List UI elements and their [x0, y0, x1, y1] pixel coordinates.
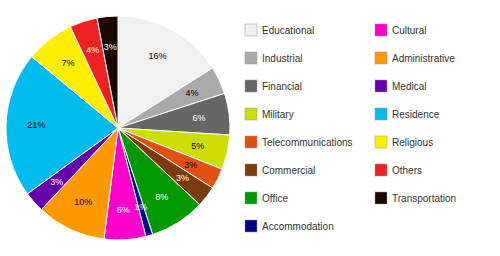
legend-swatch — [245, 24, 257, 36]
legend-item: Accommodation — [245, 220, 334, 232]
legend-label: Others — [392, 165, 422, 176]
data-label: 3% — [184, 160, 197, 170]
legend-label: Telecommunications — [262, 137, 353, 148]
legend-swatch — [245, 192, 257, 204]
legend-item: Religious — [375, 136, 433, 148]
legend-item: Transportation — [375, 192, 456, 204]
data-label: 16% — [148, 51, 166, 61]
legend-swatch — [375, 136, 387, 148]
legend-swatch — [245, 80, 257, 92]
legend-label: Administrative — [392, 53, 455, 64]
data-label: 8% — [155, 192, 168, 202]
legend-item: Others — [375, 164, 422, 176]
legend-item: Industrial — [245, 52, 303, 64]
legend-item: Military — [245, 108, 294, 120]
legend-swatch — [245, 108, 257, 120]
legend-item: Office — [245, 192, 288, 204]
legend-item: Commercial — [245, 164, 315, 176]
pie-slice — [97, 16, 118, 128]
legend-label: Religious — [392, 137, 433, 148]
legend-label: Military — [262, 109, 294, 120]
legend-swatch — [375, 80, 387, 92]
legend-swatch — [375, 192, 387, 204]
data-label: 3% — [50, 177, 63, 187]
chart: 16% 4% 6% 5% 3% 3% 8% 1% 6% 10% 3% 21% 7% 4% 3% Educati… — [0, 0, 500, 256]
legend-label: Commercial — [262, 165, 315, 176]
data-label: 4% — [86, 45, 99, 55]
data-label: 3% — [176, 173, 189, 183]
legend-item: Financial — [245, 80, 302, 92]
legend-label: Financial — [262, 81, 302, 92]
data-label: 6% — [193, 113, 206, 123]
legend-swatch — [245, 52, 257, 64]
legend-label: Residence — [392, 109, 440, 120]
legend-swatch — [245, 164, 257, 176]
legend-label: Cultural — [392, 25, 426, 36]
pie — [6, 16, 230, 240]
legend-item: Cultural — [375, 24, 426, 36]
data-label: 3% — [104, 42, 117, 52]
legend-label: Transportation — [392, 193, 456, 204]
data-label: 21% — [27, 120, 45, 130]
data-label: 10% — [74, 197, 92, 207]
legend-label: Industrial — [262, 53, 303, 64]
legend: Educational Industrial Financial Military Te… — [245, 24, 456, 232]
legend-swatch — [375, 164, 387, 176]
legend-swatch — [375, 108, 387, 120]
legend-item: Administrative — [375, 52, 455, 64]
legend-swatch — [245, 220, 257, 232]
legend-item: Telecommunications — [245, 136, 353, 148]
legend-swatch — [375, 24, 387, 36]
data-labels: 16% 4% 6% 5% 3% 3% 8% 1% 6% 10% 3% 21% 7% 4% 3% — [27, 42, 205, 215]
legend-label: Medical — [392, 81, 426, 92]
legend-label: Accommodation — [262, 221, 334, 232]
data-label: 5% — [191, 141, 204, 151]
data-label: 6% — [117, 205, 130, 215]
legend-label: Educational — [262, 25, 314, 36]
data-label: 1% — [134, 202, 147, 212]
legend-item: Medical — [375, 80, 426, 92]
legend-label: Office — [262, 193, 288, 204]
data-label: 7% — [61, 58, 74, 68]
legend-swatch — [375, 52, 387, 64]
legend-swatch — [245, 136, 257, 148]
legend-item: Educational — [245, 24, 314, 36]
data-label: 4% — [185, 88, 198, 98]
legend-item: Residence — [375, 108, 440, 120]
